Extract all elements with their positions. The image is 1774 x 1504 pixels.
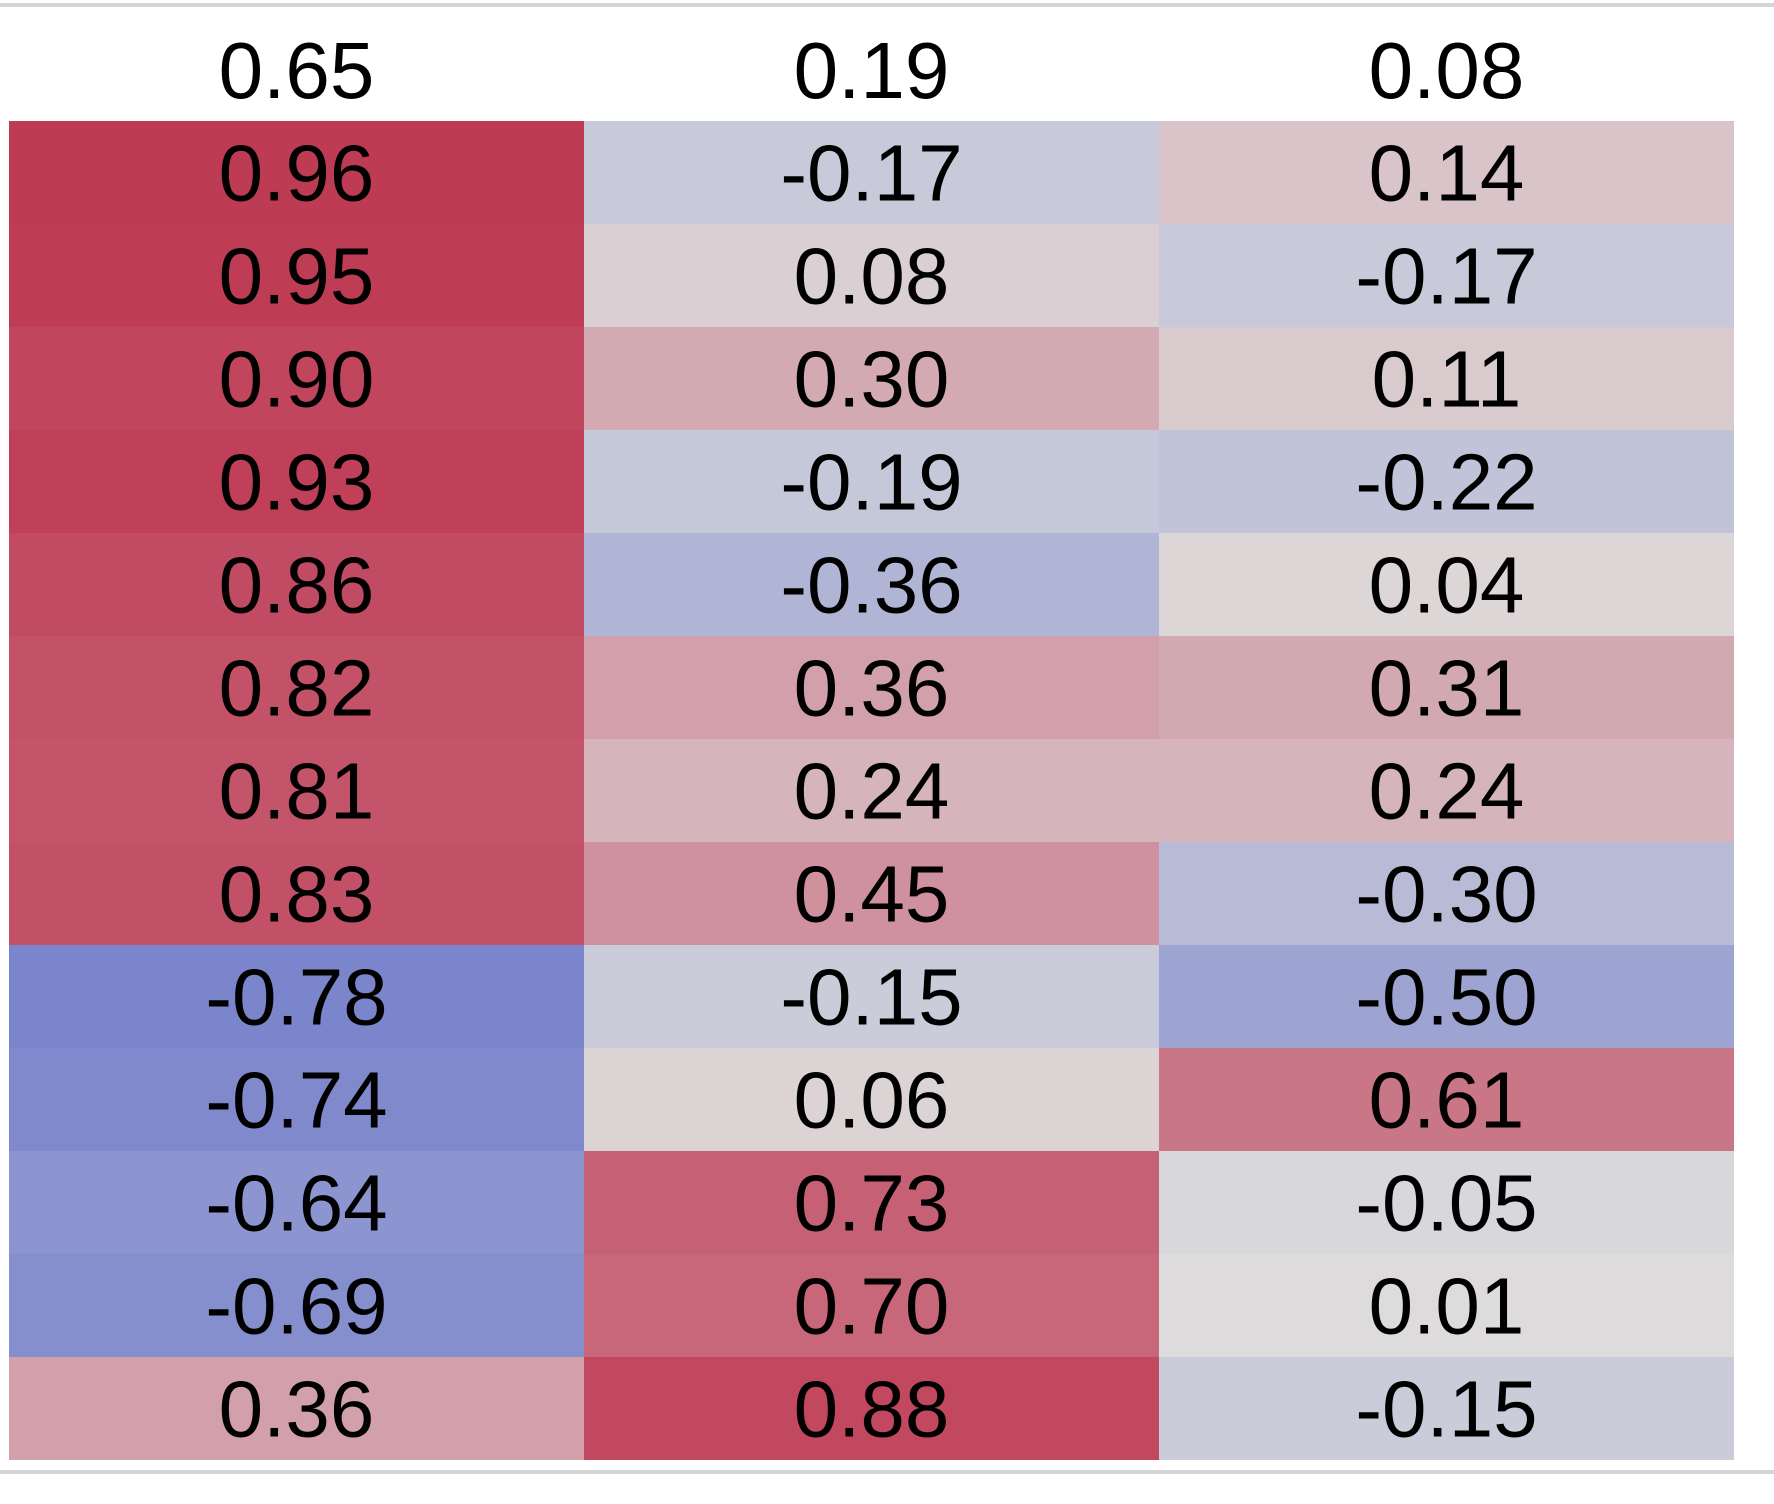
heatmap-cell-r1-c1 <box>9 121 584 224</box>
heatmap-cell-r5-c2 <box>584 533 1159 636</box>
cell-label-r11-c1: -0.64 <box>205 1159 387 1248</box>
cell-label-r12-c2: 0.70 <box>794 1262 950 1351</box>
cell-label-r6-c1: 0.82 <box>219 644 375 733</box>
cell-label-r4-c3: -0.22 <box>1355 438 1537 527</box>
cell-label-r6-c2: 0.36 <box>794 644 950 733</box>
heatmap-cell-r3-c3 <box>1159 327 1734 430</box>
cell-label-r6-c3: 0.31 <box>1369 644 1525 733</box>
heatmap-cell-r8-c3 <box>1159 842 1734 945</box>
cell-label-r13-c2: 0.88 <box>794 1365 950 1454</box>
cell-label-r5-c1: 0.86 <box>219 541 375 630</box>
cell-label-r13-c3: -0.15 <box>1355 1365 1537 1454</box>
cell-label-r9-c2: -0.15 <box>780 953 962 1042</box>
cell-label-r12-c3: 0.01 <box>1369 1262 1525 1351</box>
header-row: 0.65 0.19 0.08 <box>219 26 1525 115</box>
heatmap-cell-r8-c2 <box>584 842 1159 945</box>
cell-label-r2-c2: 0.08 <box>794 232 950 321</box>
heatmap-cell-r4-c1 <box>9 430 584 533</box>
cell-label-r1-c3: 0.14 <box>1369 129 1525 218</box>
heatmap-cell-r3-c1 <box>9 327 584 430</box>
heatmap-cell-r8-c1 <box>9 842 584 945</box>
cell-label-r5-c3: 0.04 <box>1369 541 1525 630</box>
heatmap-cell-r1-c3 <box>1159 121 1734 224</box>
cell-label-r3-c3: 0.11 <box>1372 335 1522 424</box>
heatmap-cell-r13-c3 <box>1159 1357 1734 1460</box>
heatmap-cell-r7-c3 <box>1159 739 1734 842</box>
cell-label-r1-c2: -0.17 <box>780 129 962 218</box>
cell-label-r9-c3: -0.50 <box>1355 953 1537 1042</box>
heatmap-cell-r1-c2 <box>584 121 1159 224</box>
heatmap-labels: 0.96 -0.17 0.14 0.95 0.08 -0.17 0.90 0.30 0.11 0.… <box>205 129 1537 1454</box>
heatmap-cell-r13-c1 <box>9 1357 584 1460</box>
header-value-1: 0.65 <box>219 26 375 115</box>
heatmap-cell-r6-c3 <box>1159 636 1734 739</box>
heatmap-cell-r2-c2 <box>584 224 1159 327</box>
heatmap-cell-r12-c2 <box>584 1254 1159 1357</box>
header-value-2: 0.19 <box>794 26 950 115</box>
heatmap-cell-r4-c3 <box>1159 430 1734 533</box>
heatmap-cell-r12-c1 <box>9 1254 584 1357</box>
cell-label-r12-c1: -0.69 <box>205 1262 387 1351</box>
heatmap-cell-r9-c2 <box>584 945 1159 1048</box>
cell-label-r13-c1: 0.36 <box>219 1365 375 1454</box>
cell-label-r4-c1: 0.93 <box>219 438 375 527</box>
header-value-3: 0.08 <box>1369 26 1525 115</box>
heatmap-cell-r6-c1 <box>9 636 584 739</box>
cell-label-r4-c2: -0.19 <box>780 438 962 527</box>
cell-label-r1-c1: 0.96 <box>219 129 375 218</box>
cell-label-r9-c1: -0.78 <box>205 953 387 1042</box>
heatmap-cell-r11-c1 <box>9 1151 584 1254</box>
heatmap-cell-r3-c2 <box>584 327 1159 430</box>
heatmap-cell-r11-c3 <box>1159 1151 1734 1254</box>
cell-label-r2-c3: -0.17 <box>1355 232 1537 321</box>
cell-label-r8-c1: 0.83 <box>219 850 375 939</box>
heatmap-cell-r11-c2 <box>584 1151 1159 1254</box>
heatmap-cell-r2-c1 <box>9 224 584 327</box>
heatmap-cell-r10-c3 <box>1159 1048 1734 1151</box>
heatmap-cell-r5-c3 <box>1159 533 1734 636</box>
cell-label-r3-c1: 0.90 <box>219 335 375 424</box>
heatmap-cell-r9-c1 <box>9 945 584 1048</box>
cell-label-r11-c3: -0.05 <box>1355 1159 1537 1248</box>
cell-label-r10-c2: 0.06 <box>794 1056 950 1145</box>
heatmap-cell-r13-c2 <box>584 1357 1159 1460</box>
cell-label-r5-c2: -0.36 <box>780 541 962 630</box>
cell-label-r8-c3: -0.30 <box>1355 850 1537 939</box>
heatmap-cell-r10-c2 <box>584 1048 1159 1151</box>
cell-label-r2-c1: 0.95 <box>219 232 375 321</box>
heatmap-cell-r4-c2 <box>584 430 1159 533</box>
heatmap-cell-r7-c2 <box>584 739 1159 842</box>
heatmap-cell-r7-c1 <box>9 739 584 842</box>
heatmap-cell-r10-c1 <box>9 1048 584 1151</box>
heatmap-cell-r9-c3 <box>1159 945 1734 1048</box>
cell-label-r7-c1: 0.81 <box>219 747 375 836</box>
cell-label-r8-c2: 0.45 <box>794 850 950 939</box>
cell-label-r7-c3: 0.24 <box>1369 747 1525 836</box>
cell-label-r11-c2: 0.73 <box>794 1159 950 1248</box>
heatmap-cell-r5-c1 <box>9 533 584 636</box>
cell-label-r7-c2: 0.24 <box>794 747 950 836</box>
cell-label-r3-c2: 0.30 <box>794 335 950 424</box>
cell-label-r10-c3: 0.61 <box>1369 1056 1525 1145</box>
cell-label-r10-c1: -0.74 <box>205 1056 387 1145</box>
heatmap-cell-r12-c3 <box>1159 1254 1734 1357</box>
heatmap-cells <box>9 121 1734 1460</box>
heatmap-cell-r6-c2 <box>584 636 1159 739</box>
heatmap-cell-r2-c3 <box>1159 224 1734 327</box>
